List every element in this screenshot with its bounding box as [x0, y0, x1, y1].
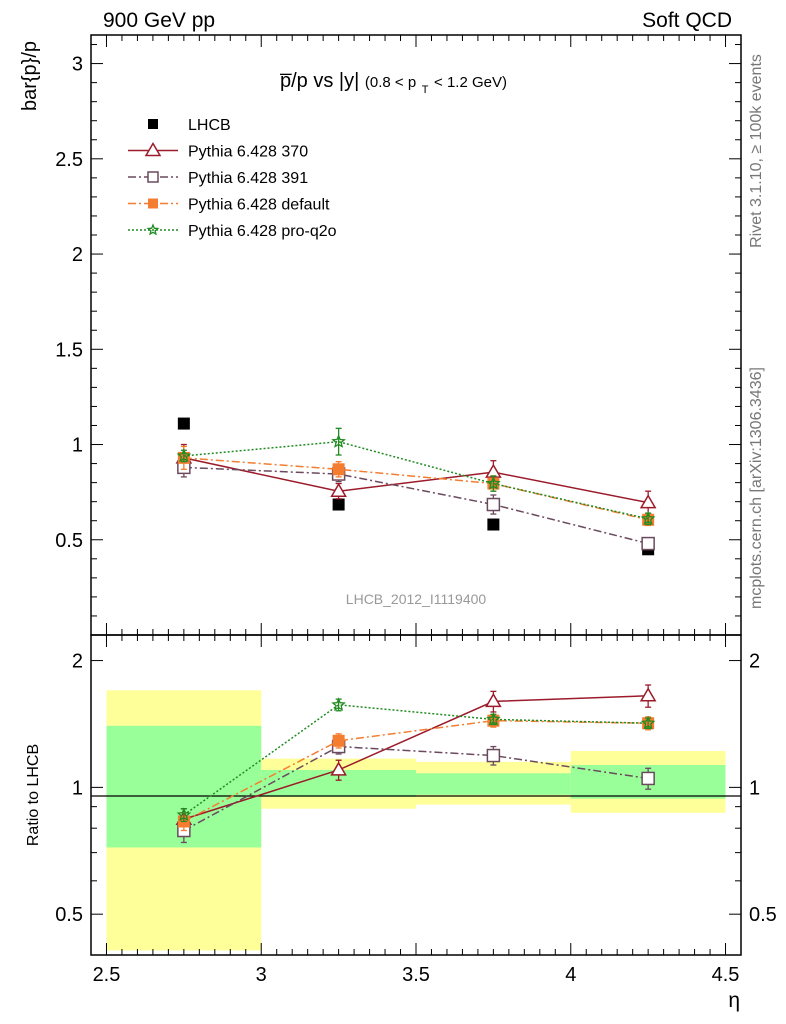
main-y-tick-label: 3 [72, 54, 83, 76]
point-marker [332, 734, 345, 747]
ratio-series-line [183, 695, 649, 820]
point-marker [176, 807, 192, 822]
legend-label: Pythia 6.428 default [188, 197, 330, 214]
point-marker [640, 715, 656, 730]
point-marker [144, 142, 162, 157]
main-series [177, 417, 655, 556]
main-series [176, 427, 656, 526]
legend-label: Pythia 6.428 pro-q2o [188, 223, 337, 240]
main-y-tick-label: 0.5 [55, 530, 83, 552]
rivet-version-label: Rivet 3.1.10, ≥ 100k events [748, 54, 765, 248]
main-y-tick-label: 1 [72, 435, 83, 457]
ratio-y-tick-label-left: 1 [72, 777, 83, 799]
x-tick-label: 3 [256, 964, 267, 986]
legend-label: LHCB [188, 117, 231, 134]
x-tick-label: 2.5 [93, 964, 121, 986]
plot-series [175, 417, 657, 844]
point-marker [486, 497, 501, 512]
main-series-line [183, 457, 649, 504]
point-marker [485, 692, 502, 708]
plot-title: p̅/p vs |y| (0.8 < p T < 1.2 GeV) [280, 70, 507, 98]
point-marker [148, 119, 158, 129]
main-series-line [183, 466, 649, 545]
point-marker [331, 697, 346, 712]
x-axis-label: η [728, 989, 740, 1012]
plot-title-cut-open: (0.8 < p [365, 74, 416, 91]
analysis-watermark: LHCB_2012_I1119400 [346, 591, 487, 607]
point-marker [486, 748, 501, 763]
point-marker [146, 223, 160, 236]
ratio-series-line [183, 719, 649, 823]
point-marker [641, 536, 655, 551]
ratio-y-axis-label: Ratio to LHCB [25, 744, 42, 846]
point-marker [176, 448, 192, 463]
ratio-uncertainty-bands [106, 690, 726, 951]
main-series-line [183, 440, 649, 520]
point-marker [641, 771, 655, 786]
point-marker [177, 417, 190, 430]
legend-item: Pythia 6.428 default [128, 197, 330, 214]
header-right: Soft QCD [642, 9, 732, 32]
band-inner-2 [416, 773, 571, 795]
main-y-tick-label: 2.5 [55, 149, 83, 171]
x-tick-label: 3.5 [402, 964, 430, 986]
point-marker [331, 434, 346, 448]
x-tick-label: 4 [565, 964, 576, 986]
point-marker [332, 463, 345, 476]
plot-title-cut-close: < 1.2 GeV) [434, 74, 507, 91]
plot-title-cut-subscript: T [422, 84, 429, 96]
legend-label: Pythia 6.428 370 [188, 144, 308, 161]
legend-item: Pythia 6.428 pro-q2o [128, 223, 337, 240]
point-marker [639, 494, 657, 509]
ratio-y-tick-label-left: 2 [72, 651, 83, 673]
mcplots-reference-label: mcplots.cern.ch [arXiv:1306.3436] [748, 367, 765, 609]
legend-item: LHCB [148, 117, 231, 134]
legend-item: Pythia 6.428 370 [128, 142, 308, 161]
axis-tick-labels: 0.5 1 1.5 2 2.5 3 0.5 0.5 1 1 2 2 2.5 3 3.5 4 4.5 [55, 54, 777, 986]
point-marker [330, 761, 347, 776]
point-marker [330, 482, 347, 497]
main-series-line [183, 457, 649, 521]
main-y-axis-label: bar{p}/p [19, 41, 41, 111]
main-y-tick-label: 1.5 [55, 339, 83, 361]
point-marker [486, 711, 501, 726]
ratio-y-tick-label-right: 0.5 [749, 904, 777, 926]
main-series [177, 445, 655, 527]
x-tick-label: 4.5 [712, 964, 740, 986]
ratio-y-tick-label-right: 2 [749, 651, 760, 673]
ratio-y-tick-label-left: 0.5 [55, 904, 83, 926]
point-marker [639, 687, 657, 702]
plot-title-main: p̅/p vs |y| [280, 70, 359, 92]
legend-item: Pythia 6.428 391 [128, 170, 308, 187]
point-marker [486, 475, 501, 490]
point-marker [640, 511, 656, 526]
legend: LHCB Pythia 6.428 370 Pythia 6.428 391 Pyth… [128, 117, 337, 240]
main-y-tick-label: 2 [72, 244, 83, 266]
legend-label: Pythia 6.428 391 [188, 170, 308, 187]
main-series [175, 443, 657, 515]
ratio-y-tick-label-right: 1 [749, 777, 760, 799]
ratio-series [176, 697, 656, 823]
point-marker [148, 198, 158, 209]
axis-ticks [90, 35, 742, 955]
point-marker [147, 171, 159, 183]
point-marker [332, 498, 345, 511]
point-marker [487, 518, 500, 531]
header-left: 900 GeV pp [103, 9, 215, 32]
